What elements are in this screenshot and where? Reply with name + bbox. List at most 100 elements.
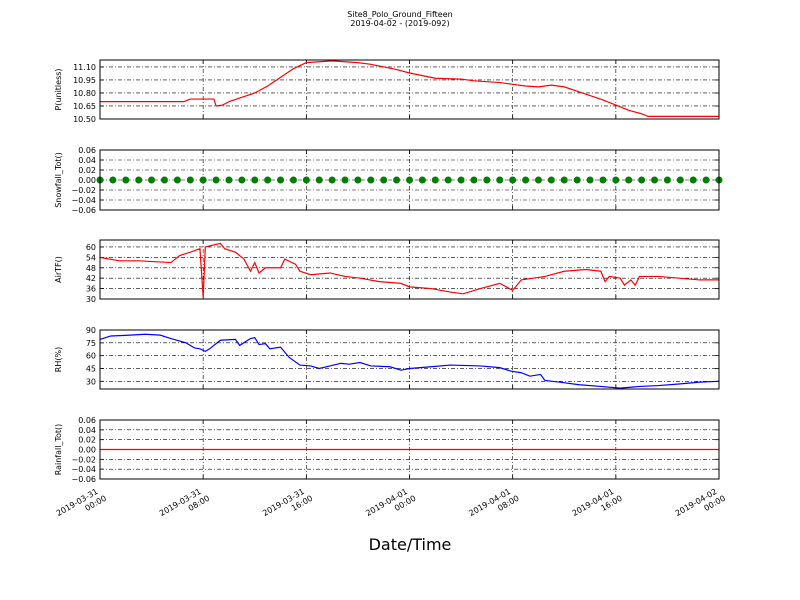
data-point bbox=[264, 176, 272, 184]
data-point bbox=[638, 176, 646, 184]
x-tick-label: 2019-04-0116:00 bbox=[571, 485, 624, 527]
data-point bbox=[586, 176, 594, 184]
data-point bbox=[534, 176, 542, 184]
plot-frame bbox=[99, 149, 720, 211]
y-tick-label: 60 bbox=[86, 352, 96, 361]
y-tick-label: 0.02 bbox=[78, 436, 96, 445]
data-point bbox=[380, 176, 388, 184]
data-point bbox=[702, 176, 710, 184]
y-axis-label: Rainfall_Tot() bbox=[54, 424, 63, 476]
y-tick-label: 0.06 bbox=[78, 146, 96, 155]
data-point bbox=[509, 176, 517, 184]
y-tick-label: 0.00 bbox=[78, 446, 96, 455]
y-tick-label: 90 bbox=[86, 326, 96, 335]
data-point bbox=[651, 176, 659, 184]
y-tick-label: 0.04 bbox=[78, 426, 96, 435]
data-point bbox=[406, 176, 413, 184]
data-point bbox=[277, 176, 285, 184]
data-point bbox=[483, 176, 491, 184]
data-point bbox=[496, 176, 504, 184]
y-tick-label: 0.04 bbox=[78, 156, 96, 165]
data-point bbox=[522, 176, 530, 184]
data-point bbox=[612, 176, 620, 184]
y-tick-label: 75 bbox=[86, 339, 96, 348]
x-tick-label: 2019-03-3108:00 bbox=[158, 485, 211, 527]
y-axis-label: RH(%) bbox=[54, 347, 63, 372]
y-axis-label: AirTF() bbox=[54, 256, 63, 283]
data-point bbox=[302, 176, 310, 184]
plot-frame bbox=[99, 419, 720, 480]
y-tick-label: 60 bbox=[86, 243, 96, 252]
data-line bbox=[99, 242, 719, 298]
x-tick-label: 2019-03-3116:00 bbox=[261, 485, 314, 527]
y-tick-label: 45 bbox=[86, 364, 96, 373]
y-tick-label: 10.50 bbox=[73, 115, 96, 124]
y-tick-label: 0.00 bbox=[78, 176, 96, 185]
y-tick-label: −0.02 bbox=[71, 455, 96, 464]
data-point bbox=[573, 176, 581, 184]
data-point bbox=[470, 176, 478, 184]
data-point bbox=[367, 176, 375, 184]
x-tick-label: 2019-04-0108:00 bbox=[467, 485, 520, 527]
data-point bbox=[186, 176, 194, 184]
data-point bbox=[122, 176, 130, 184]
y-tick-label: 11.10 bbox=[73, 63, 96, 72]
data-point bbox=[599, 176, 607, 184]
data-line bbox=[100, 60, 719, 117]
y-tick-label: 0.02 bbox=[78, 166, 96, 175]
data-point bbox=[199, 176, 207, 184]
plot-frame bbox=[99, 59, 720, 120]
y-tick-label: −0.02 bbox=[71, 186, 96, 195]
data-point bbox=[663, 176, 671, 184]
data-point bbox=[341, 176, 349, 184]
data-point bbox=[328, 176, 336, 184]
y-tick-label: 10.95 bbox=[73, 76, 96, 85]
plot-frame bbox=[99, 329, 720, 390]
y-tick-label: 42 bbox=[86, 274, 96, 283]
data-point bbox=[676, 176, 684, 184]
y-tick-label: 30 bbox=[86, 377, 96, 386]
y-tick-label: −0.06 bbox=[71, 475, 96, 484]
x-tick-label: 2019-04-0200:00 bbox=[674, 485, 727, 527]
data-line bbox=[99, 333, 720, 389]
y-tick-label: −0.04 bbox=[71, 465, 96, 474]
data-point bbox=[109, 176, 117, 184]
data-point bbox=[431, 176, 439, 184]
data-point bbox=[547, 176, 555, 184]
data-point bbox=[289, 176, 297, 184]
y-axis-label: Snowfall_Tot() bbox=[54, 152, 63, 208]
data-point bbox=[135, 176, 143, 184]
data-point bbox=[225, 176, 233, 184]
y-tick-label: 36 bbox=[86, 285, 96, 294]
data-point bbox=[418, 176, 426, 184]
title: Site8_Polo_Ground_Fifteen bbox=[347, 10, 452, 19]
data-point bbox=[251, 176, 259, 184]
data-point bbox=[160, 176, 168, 184]
data-point bbox=[444, 176, 452, 184]
y-tick-label: −0.04 bbox=[71, 196, 96, 205]
y-tick-label: 48 bbox=[86, 264, 96, 273]
data-point bbox=[625, 176, 633, 184]
x-tick-label: 2019-04-0100:00 bbox=[364, 485, 417, 527]
plot-frame bbox=[99, 239, 720, 300]
data-point bbox=[689, 176, 697, 184]
data-point bbox=[238, 176, 246, 184]
data-point bbox=[212, 176, 220, 184]
y-tick-label: −0.06 bbox=[71, 206, 96, 215]
data-point bbox=[173, 176, 181, 184]
subtitle: 2019-04-02 - (2019-092) bbox=[350, 19, 449, 28]
x-tick-label: 2019-03-3100:00 bbox=[55, 485, 108, 527]
y-tick-label: 10.65 bbox=[73, 102, 96, 111]
x-axis-label: Date/Time bbox=[369, 535, 452, 554]
y-axis-label: P(unitless) bbox=[54, 68, 63, 110]
y-tick-label: 0.06 bbox=[78, 416, 96, 425]
data-point bbox=[315, 176, 323, 184]
y-tick-label: 10.80 bbox=[73, 89, 96, 98]
data-point bbox=[457, 176, 465, 184]
y-tick-label: 30 bbox=[86, 295, 96, 304]
data-point bbox=[560, 176, 568, 184]
data-point bbox=[354, 176, 362, 184]
y-tick-label: 54 bbox=[86, 253, 96, 262]
